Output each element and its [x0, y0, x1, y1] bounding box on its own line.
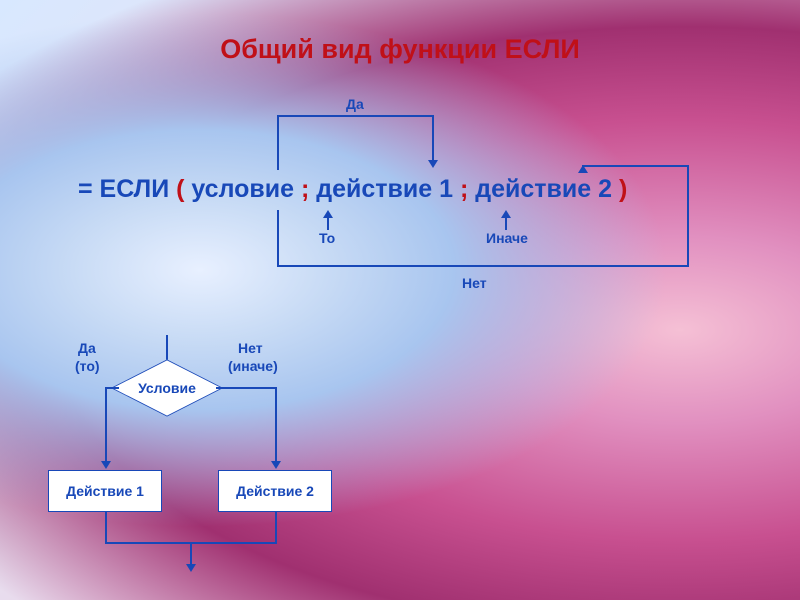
flow-action-2-label: Действие 2	[236, 483, 314, 499]
flow-yes-label: Да	[78, 340, 96, 356]
bracket-bot-arrow	[578, 165, 588, 173]
bracket-bot-vl	[277, 210, 279, 265]
tok-sep2: ;	[453, 175, 475, 203]
label-yes: Да	[346, 96, 364, 112]
bracket-bot-vr	[687, 165, 689, 267]
if-syntax-formula: = ЕСЛИ ( условие ; действие 1 ; действие…	[78, 175, 627, 204]
flow-no-label: Нет	[238, 340, 263, 356]
flow-r-v	[275, 387, 277, 463]
tok-arg2: действие 1	[316, 175, 453, 203]
tok-popen: (	[169, 175, 191, 203]
flow-action-1: Действие 1	[48, 470, 162, 512]
label-then: То	[319, 230, 335, 246]
ptr-then-v	[327, 216, 329, 230]
page-title: Общий вид функции ЕСЛИ	[0, 34, 800, 65]
label-no: Нет	[462, 275, 487, 291]
flow-no-sub: (иначе)	[228, 358, 278, 374]
label-else: Иначе	[486, 230, 528, 246]
bracket-top-vr	[432, 115, 434, 162]
tok-pclose: )	[612, 175, 627, 203]
flow-condition-label: Условие	[107, 360, 227, 416]
bracket-top-h	[277, 115, 432, 117]
flow-l-h	[105, 387, 119, 389]
flow-action-1-label: Действие 1	[66, 483, 144, 499]
tok-sep1: ;	[294, 175, 316, 203]
flow-entry-v	[166, 335, 168, 361]
flow-l-v	[105, 387, 107, 463]
tok-func: ЕСЛИ	[100, 175, 170, 203]
tok-eq: =	[78, 175, 100, 203]
flow-l-ar	[101, 461, 111, 469]
tok-arg1: условие	[191, 175, 294, 203]
flow-yes-sub: (то)	[75, 358, 100, 374]
tok-arg3: действие 2	[475, 175, 612, 203]
bracket-bot-h2	[582, 165, 689, 167]
flow-condition: Условие	[107, 360, 227, 416]
flow-r-ar	[271, 461, 281, 469]
flow-ml-v	[105, 512, 107, 542]
flow-exit-ar	[186, 564, 196, 572]
flow-action-2: Действие 2	[218, 470, 332, 512]
flow-mr-v	[275, 512, 277, 542]
title-text-1: Общий вид функции	[220, 34, 504, 64]
flow-r-h	[216, 387, 277, 389]
flow-exit-v	[190, 542, 192, 566]
ptr-then-arrow	[323, 210, 333, 218]
title-text-2: ЕСЛИ	[505, 34, 580, 64]
ptr-else-arrow	[501, 210, 511, 218]
ptr-else-v	[505, 216, 507, 230]
bracket-top-arrow	[428, 160, 438, 168]
bracket-bot-h	[277, 265, 689, 267]
bracket-top-vl	[277, 115, 279, 170]
